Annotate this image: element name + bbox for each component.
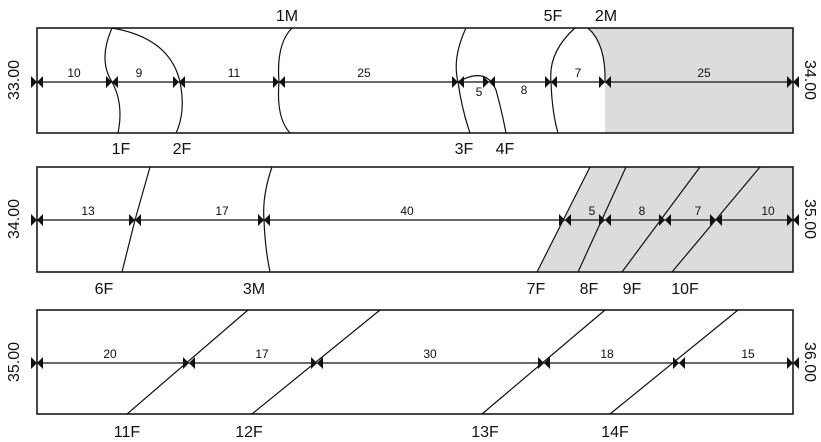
- strip-2-tick-4: [599, 214, 611, 226]
- strip-2-seg-6: 7: [695, 204, 702, 218]
- strip-1-seg-8: 25: [697, 66, 711, 80]
- strip-2-label-bottom-6: 10F: [671, 281, 699, 298]
- strip-1-ticks: [31, 76, 799, 88]
- strip-2-tick-5: [659, 214, 671, 226]
- strip-2-label-bottom-2: 3M: [243, 281, 265, 298]
- strip-1-label-bottom-1: 1F: [112, 141, 131, 158]
- strip-1-depth-left: 33.00: [6, 60, 23, 100]
- strip-3-seg-5: 15: [741, 347, 755, 361]
- strip-3-seg-2: 17: [255, 347, 269, 361]
- strip-3-tick-1: [183, 357, 195, 369]
- strip-1-fracture-1F-arc: [111, 27, 183, 134]
- strip-1-seg-4: 25: [357, 66, 371, 80]
- strip-3-tick-left: [31, 357, 43, 369]
- strip-1-seg-1: 10: [67, 66, 81, 80]
- strip-3-seg-4: 18: [600, 347, 614, 361]
- strip-1-tick-1: [106, 76, 118, 88]
- strip-3-tick-2: [311, 357, 323, 369]
- strip-1-label-top-3: 2M: [595, 8, 617, 25]
- strip-2-depth-right: 35.00: [801, 199, 818, 239]
- strip-3: 20 17 30 18 15 11F 12F 13F 14F 35.00 36.…: [6, 309, 818, 441]
- strip-1-tick-right: [787, 76, 799, 88]
- strip-2-tick-6: [710, 214, 722, 226]
- strip-2-label-bottom-5: 9F: [623, 281, 642, 298]
- strip-2-label-bottom-1: 6F: [95, 281, 114, 298]
- strip-2-fracture-10F: [671, 166, 761, 273]
- strip-2: 13 17 40 5 8 7 10 6F 3M 7F 8F 9F 10F 34.…: [6, 166, 818, 298]
- strip-1-frame: [36, 27, 794, 134]
- strip-1-seg-6: 8: [521, 83, 528, 97]
- strip-1-label-bottom-2: 2F: [173, 141, 192, 158]
- strip-1-tick-2: [173, 76, 185, 88]
- strip-3-label-bottom-4: 14F: [601, 424, 629, 441]
- strip-3-depth-left: 35.00: [6, 342, 23, 382]
- strip-2-seg-4: 5: [589, 204, 596, 218]
- strip-2-label-bottom-3: 7F: [527, 281, 546, 298]
- strip-3-tick-4: [673, 357, 685, 369]
- strip-1-marker-2M: [587, 27, 606, 83]
- strip-3-ticks: [31, 357, 799, 369]
- strip-3-tick-right: [787, 357, 799, 369]
- strip-1-label-top-1: 1M: [276, 8, 298, 25]
- strip-2-seg-5: 8: [639, 204, 646, 218]
- strip-1-depth-right: 34.00: [801, 60, 818, 100]
- strip-1-tick-left: [31, 76, 43, 88]
- strip-2-seg-2: 17: [215, 204, 229, 218]
- strip-1-tick-3: [273, 76, 285, 88]
- strip-3-tick-3: [538, 357, 550, 369]
- strip-2-tick-3: [559, 214, 571, 226]
- strip-3-label-bottom-1: 11F: [114, 424, 141, 441]
- strip-3-depth-right: 36.00: [801, 342, 818, 382]
- strip-1-label-bottom-4: 4F: [496, 141, 515, 158]
- strip-3-frame: [36, 309, 794, 415]
- strip-1-tick-5: [483, 76, 495, 88]
- strip-1-shaded-zone: [588, 28, 793, 133]
- strip-2-seg-3: 40: [400, 204, 414, 218]
- strip-1-seg-2: 9: [136, 66, 143, 80]
- strip-3-label-bottom-2: 12F: [235, 424, 263, 441]
- strip-1-seg-7: 7: [575, 66, 582, 80]
- strip-3-seg-1: 20: [103, 347, 117, 361]
- strip-2-ticks: [31, 214, 799, 226]
- strip-1-tick-6: [545, 76, 557, 88]
- strip-1-fracture-4F: [457, 75, 507, 134]
- strip-1-tick-7: [599, 76, 611, 88]
- strip-2-seg-7: 10: [761, 204, 775, 218]
- strip-1-seg-5: 5: [476, 85, 483, 99]
- strip-1-seg-3: 11: [228, 66, 241, 80]
- strip-1: 10 9 11 25 5 8 7 25 1M 5F 2M 1F 2F 3F 4F…: [6, 8, 818, 158]
- strip-2-label-bottom-4: 8F: [580, 281, 599, 298]
- strip-2-tick-left: [31, 214, 43, 226]
- strip-2-tick-2: [258, 214, 270, 226]
- strip-1-label-bottom-3: 3F: [455, 141, 474, 158]
- strip-2-seg-1: 13: [81, 204, 95, 218]
- strip-3-label-bottom-3: 13F: [471, 424, 499, 441]
- strip-2-tick-1: [129, 214, 141, 226]
- strip-1-tick-4: [452, 76, 464, 88]
- strip-2-depth-left: 34.00: [6, 199, 23, 239]
- strip-2-tick-right: [787, 214, 799, 226]
- strip-3-fracture-13F: [481, 309, 606, 415]
- strip-3-seg-3: 30: [423, 347, 437, 361]
- strip-1-label-top-2: 5F: [544, 8, 563, 25]
